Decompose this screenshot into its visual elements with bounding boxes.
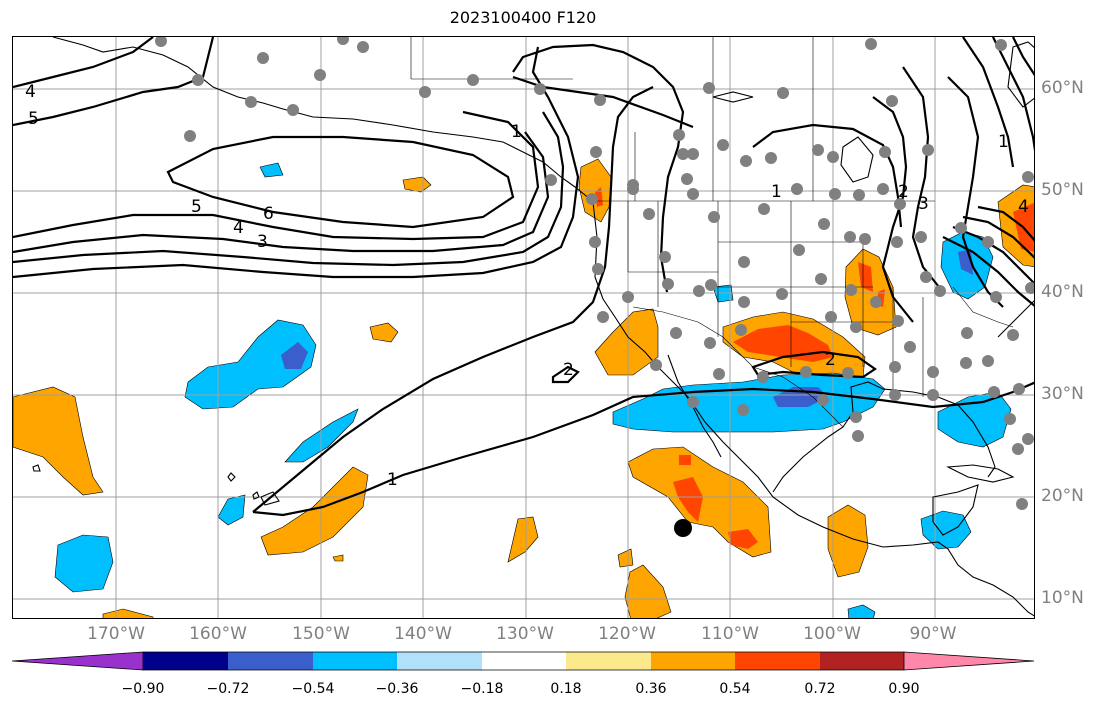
lon-label: 110°W bbox=[701, 624, 759, 644]
contour-label: 2 bbox=[825, 350, 836, 370]
colorbar-tick-label: 0.72 bbox=[804, 681, 836, 697]
lat-label: 60°N bbox=[1041, 78, 1084, 98]
graticule bbox=[13, 37, 1034, 618]
colorbar-tick-label: −0.36 bbox=[375, 681, 419, 697]
lat-label: 50°N bbox=[1041, 180, 1084, 200]
target-location-marker bbox=[674, 519, 692, 537]
lat-label: 40°N bbox=[1041, 282, 1084, 302]
colorbar-segment bbox=[228, 652, 313, 670]
lon-label: 160°W bbox=[189, 624, 247, 644]
contour-label: 3 bbox=[257, 232, 268, 252]
contour-label: 1 bbox=[511, 122, 522, 142]
lon-label: 150°W bbox=[292, 624, 350, 644]
colorbar-segment bbox=[397, 652, 482, 670]
map-title: 2023100400 F120 bbox=[449, 8, 597, 27]
coastlines bbox=[32, 37, 1034, 617]
colorbar-segment bbox=[313, 652, 397, 670]
lon-label: 140°W bbox=[394, 624, 452, 644]
station-markers bbox=[155, 37, 1034, 510]
lat-label: 20°N bbox=[1041, 486, 1084, 506]
colorbar-segment bbox=[820, 652, 904, 670]
colorbar-segment bbox=[566, 652, 651, 670]
contour-label: 4 bbox=[25, 82, 36, 102]
contour-label: 5 bbox=[191, 197, 202, 217]
contour-label: 1 bbox=[998, 132, 1009, 152]
contour-label: 2 bbox=[898, 182, 909, 202]
contour-label: 6 bbox=[263, 204, 274, 224]
colorbar-extend-high bbox=[903, 651, 1035, 671]
lat-label: 30°N bbox=[1041, 384, 1084, 404]
lon-label: 120°W bbox=[598, 624, 656, 644]
colorbar-extend-low bbox=[11, 651, 144, 671]
colorbar-segment bbox=[651, 652, 735, 670]
lon-label: 130°W bbox=[496, 624, 554, 644]
colorbar bbox=[11, 651, 1035, 671]
contour-label: 2 bbox=[563, 360, 574, 380]
colorbar-tick-label: −0.90 bbox=[121, 681, 165, 697]
contour-label: 4 bbox=[233, 218, 244, 238]
contour-label: 1 bbox=[771, 182, 782, 202]
contour-label: 5 bbox=[28, 109, 39, 129]
contour-label: 3 bbox=[918, 194, 929, 214]
map-svg: 4 5 5 6 4 3 1 2 3 4 2 2 1 1 1 bbox=[13, 37, 1034, 618]
colorbar-tick-label: −0.18 bbox=[460, 681, 504, 697]
colorbar-tick-label: −0.54 bbox=[291, 681, 335, 697]
colorbar-segment bbox=[735, 652, 820, 670]
contour-label: 4 bbox=[1018, 197, 1029, 217]
lon-label: 170°W bbox=[87, 624, 145, 644]
colorbar-segment bbox=[143, 652, 228, 670]
lon-label: 90°W bbox=[909, 624, 957, 644]
contour-lines bbox=[13, 37, 1034, 517]
colorbar-tick-label: 0.54 bbox=[719, 681, 751, 697]
colorbar-tick-label: 0.90 bbox=[888, 681, 920, 697]
colorbar-tick-label: 0.18 bbox=[550, 681, 582, 697]
lat-label: 10°N bbox=[1041, 588, 1084, 608]
contour-label-group: 4 5 5 6 4 3 1 2 3 4 2 2 1 1 1 bbox=[25, 82, 1029, 490]
map-panel: 4 5 5 6 4 3 1 2 3 4 2 2 1 1 1 bbox=[12, 36, 1035, 619]
colorbar-tick-label: 0.36 bbox=[635, 681, 667, 697]
lon-label: 100°W bbox=[803, 624, 861, 644]
colorbar-segment bbox=[482, 652, 566, 670]
contour-label: 1 bbox=[387, 470, 398, 490]
colorbar-tick-label: −0.72 bbox=[206, 681, 250, 697]
